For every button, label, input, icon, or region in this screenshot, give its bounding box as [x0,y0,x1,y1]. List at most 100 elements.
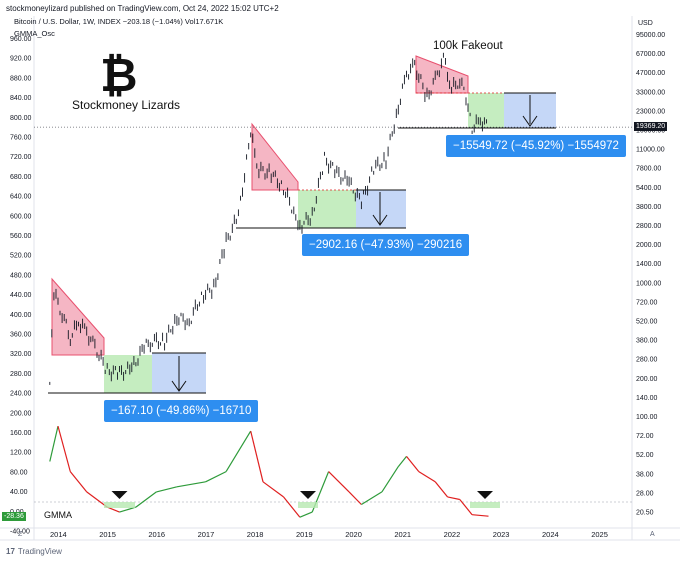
gmma-segment [447,496,460,501]
gmma-label: GMMA [44,510,72,520]
currency-label: USD [638,20,653,27]
time-axis-tick: 2019 [296,530,313,539]
left-axis-tick: 880.00 [10,75,32,82]
price-series [34,52,632,385]
gmma-segment [328,471,350,493]
gmma-segment [250,430,264,482]
fakeout-label: 100k Fakeout [433,40,503,52]
trough-marker [477,491,493,499]
right-axis-tick: 2000.00 [636,242,661,249]
distribution-triangle [251,122,299,191]
gmma-segment [472,514,489,517]
right-axis-tick: 200.00 [636,376,658,383]
right-axis-tick: 100.00 [636,414,658,421]
bitcoin-logo: ₿ [100,49,138,101]
time-axis[interactable]: 2014 2015 2016 2017 2018 2019 2020 2021 2022 2023… [50,530,608,539]
time-axis-tick: 2017 [198,530,215,539]
gmma-segment [406,456,420,472]
publisher-line: stockmoneylizard published on TradingVie… [6,4,279,13]
right-axis-tick: 23000.00 [636,108,665,115]
gmma-value-badge: -28.36 [2,512,26,521]
gmma-segment [225,430,252,472]
gmma-segment [361,491,383,506]
left-axis-tick: 800.00 [10,115,32,122]
axis-z-button[interactable]: Z [18,531,23,538]
gmma-oscillator [34,425,632,518]
down-arrow-head [522,115,538,127]
time-axis-tick: 2014 [50,530,67,539]
time-axis-tick: 2025 [591,530,608,539]
gmma-segment [397,456,407,467]
gmma-trough-zone [298,502,318,508]
down-arrow-head [171,380,187,392]
left-axis-tick: 440.00 [10,292,32,299]
gmma-segment [69,471,88,493]
gmma-trough-zone [104,502,135,508]
right-axis-tick: 16000.00 [636,128,665,135]
right-axis-tick: 33000.00 [636,89,665,96]
time-axis-tick: 2024 [542,530,559,539]
left-axis-tick: 520.00 [10,253,32,260]
right-axis-tick: 1000.00 [636,280,661,287]
right-axis-tick: 7800.00 [636,166,661,173]
left-axis-tick: 960.00 [10,36,32,43]
time-axis-tick: 2018 [247,530,264,539]
drawdown-label-2015: −167.10 (−49.86%) −16710 [104,400,259,422]
trough-marker [300,491,316,499]
axis-a-button[interactable]: A [650,531,655,538]
right-axis-tick: 720.00 [636,299,658,306]
gmma-segment [262,481,284,498]
right-axis-tick: 11000.00 [636,147,665,154]
left-axis-tick: 600.00 [10,213,32,220]
gmma-segment [348,491,362,505]
left-axis-tick: 80.00 [10,469,28,476]
left-axis-tick: 40.00 [10,489,28,496]
right-axis-tick: 2800.00 [636,223,661,230]
left-price-axis[interactable]: 960.00 920.00 880.00 840.00 800.00 760.00 720.… [10,36,32,536]
left-axis-tick: 720.00 [10,154,32,161]
indicator-line: GMMA_Osc [14,29,55,38]
right-axis-tick: 520.00 [636,319,658,326]
drawdown-label-2019: −2902.16 (−47.93%) −290216 [302,234,470,256]
left-axis-tick: 920.00 [10,56,32,63]
right-axis-tick: 38.00 [636,471,654,478]
gmma-segment [176,481,206,488]
projection-zone [356,190,406,228]
gmma-segment [283,496,301,518]
left-axis-tick: 320.00 [10,351,32,358]
gmma-segment [57,425,71,472]
left-axis-tick: 200.00 [10,410,32,417]
left-axis-tick: 160.00 [10,430,32,437]
accumulation-zone [468,93,504,128]
left-axis-tick: 360.00 [10,332,32,339]
down-arrow-head [372,214,388,226]
gmma-segment [86,491,108,508]
left-axis-tick: 120.00 [10,450,32,457]
right-axis-tick: 28.00 [636,490,654,497]
left-axis-tick: 400.00 [10,312,32,319]
right-price-axis[interactable]: 95000.00 67000.00 47000.00 33000.00 23000.00… [636,32,665,517]
gmma-segment [299,511,313,518]
right-axis-tick: 72.00 [636,433,654,440]
right-axis-tick: 5400.00 [636,185,661,192]
trough-marker [111,491,128,499]
time-axis-tick: 2022 [444,530,461,539]
symbol-line: Bitcoin / U.S. Dollar, 1W, INDEX −203.18… [14,17,224,26]
gmma-segment [205,471,227,483]
left-axis-tick: 680.00 [10,174,32,181]
accumulation-zone [104,355,152,393]
right-axis-tick: 140.00 [636,395,658,402]
left-axis-tick: 240.00 [10,391,32,398]
right-axis-tick: 95000.00 [636,32,665,39]
gmma-segment [49,425,59,462]
right-axis-tick: 52.00 [636,452,654,459]
right-axis-tick: 380.00 [636,338,658,345]
last-price-badge: 19369.20 [634,122,668,131]
right-axis-tick: 67000.00 [636,51,665,58]
gmma-segment [135,491,157,508]
time-axis-tick: 2021 [394,530,411,539]
tradingview-footer[interactable]: 17 TradingView [6,547,62,556]
right-axis-tick: 280.00 [636,357,658,364]
left-axis-tick: 640.00 [10,194,32,201]
